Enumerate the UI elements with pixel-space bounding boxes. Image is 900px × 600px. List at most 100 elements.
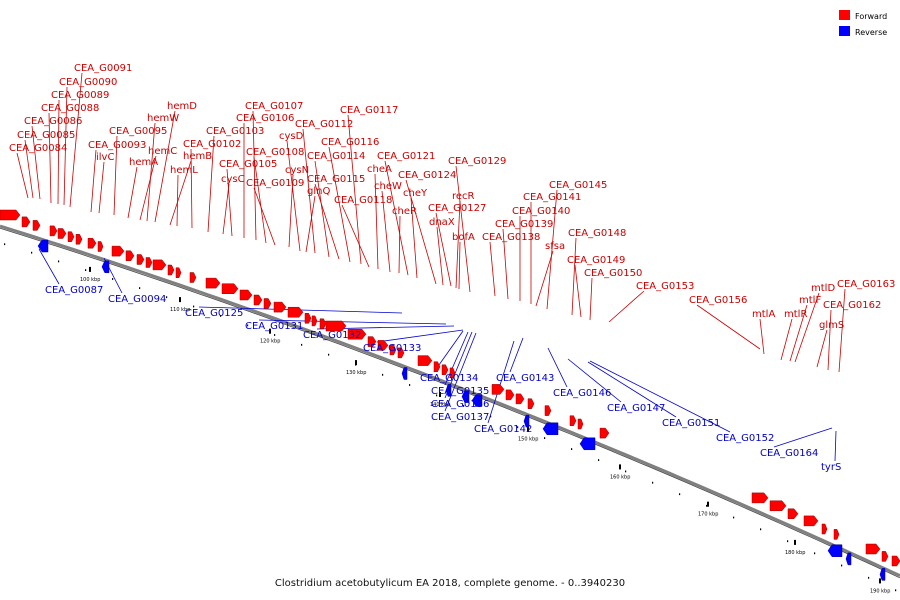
gene-label-hemw: hemW	[147, 113, 179, 124]
forward-gene-arrow	[787, 508, 799, 520]
gene-label-cea-g0139: CEA_G0139	[495, 219, 553, 230]
gene-label-cea-g0153: CEA_G0153	[636, 281, 694, 292]
gene-label-cea-g0089: CEA_G0089	[51, 90, 109, 101]
reverse-gene-arrow	[471, 394, 483, 407]
minor-tick	[247, 324, 249, 327]
forward-gene-arrow	[821, 523, 828, 535]
gene-label-cea-g0163: CEA_G0163	[837, 279, 895, 290]
leader-line	[780, 318, 793, 361]
gene-label-cea-g0085: CEA_G0085	[17, 130, 75, 141]
tick-label: 110 kbp	[170, 307, 190, 313]
gene-label-chea: cheA	[367, 164, 392, 175]
forward-gene-arrow	[515, 393, 525, 405]
gene-label-cea-g0088: CEA_G0088	[41, 103, 99, 114]
gene-label-cea-g0118: CEA_G0118	[334, 195, 392, 206]
gene-label-cea-g0150: CEA_G0150	[584, 268, 642, 279]
gene-label-cea-g0140: CEA_G0140	[512, 206, 570, 217]
minor-tick	[652, 481, 654, 484]
gene-label-cea-g0131: CEA_G0131	[245, 321, 303, 332]
leader-line	[444, 331, 469, 386]
minor-tick	[274, 334, 276, 336]
leader-line	[226, 168, 233, 237]
forward-gene-arrow	[304, 313, 312, 324]
minor-tick	[706, 504, 708, 507]
forward-gene-arrow	[769, 500, 787, 512]
leader-line	[31, 125, 41, 200]
gene-label-cea-g0125: CEA_G0125	[185, 308, 243, 319]
leader-line	[405, 179, 437, 285]
gene-label-cea-g0149: CEA_G0149	[567, 255, 625, 266]
forward-gene-arrow	[57, 228, 67, 239]
gene-label-cea-g0137: CEA_G0137	[431, 412, 489, 423]
tick-label: 190 kbp	[870, 588, 890, 594]
forward-gene-arrow	[239, 289, 253, 301]
leader-line	[90, 149, 97, 213]
minor-tick	[625, 470, 627, 473]
leader-line	[113, 135, 118, 216]
minor-tick	[328, 353, 330, 356]
leader-line	[374, 173, 379, 270]
reverse-gene-arrow	[461, 390, 470, 403]
tick-mark	[707, 501, 709, 507]
leader-line	[127, 166, 138, 219]
forward-gene-arrow	[111, 245, 125, 257]
forward-gene-arrow	[377, 340, 389, 351]
leader-line	[302, 128, 316, 254]
gene-label-cea-g0105: CEA_G0105	[219, 159, 277, 170]
forward-gene-arrow	[67, 231, 75, 242]
minor-tick	[139, 287, 141, 289]
gene-label-cysd: cysD	[279, 131, 304, 142]
leader-line	[789, 304, 808, 362]
leader-line	[384, 160, 409, 276]
leader-line	[222, 183, 230, 235]
gene-label-cea-g0147: CEA_G0147	[607, 403, 665, 414]
forward-gene-arrow	[803, 515, 819, 527]
leader-line	[458, 241, 461, 290]
gene-label-cea-g0133: CEA_G0133	[363, 343, 421, 354]
forward-gene-arrow	[205, 277, 221, 289]
leader-line	[567, 358, 622, 403]
tick-label: 160 kbp	[610, 474, 630, 480]
leader-line	[253, 156, 267, 244]
gene-label-sfsa: sfsa	[545, 241, 565, 252]
forward-gene-arrow	[32, 220, 41, 231]
minor-tick	[598, 459, 600, 461]
legend-reverse-label: Reverse	[855, 28, 887, 37]
minor-tick	[868, 576, 870, 579]
tick-label: 150 kbp	[518, 437, 538, 443]
gene-label-mtla: mtlA	[752, 309, 775, 320]
gene-label-cea-g0164: CEA_G0164	[760, 448, 818, 459]
forward-gene-arrow	[273, 301, 287, 313]
reverse-gene-arrow	[101, 260, 110, 274]
leader-line	[574, 264, 582, 318]
leader-line	[16, 152, 29, 199]
label-leaders	[16, 72, 846, 462]
minor-tick	[4, 243, 6, 246]
leader-line	[98, 161, 105, 214]
forward-gene-arrow	[136, 254, 145, 265]
leader-line	[38, 248, 60, 285]
gene-label-bofa: bofA	[452, 232, 475, 243]
minor-tick	[544, 437, 546, 439]
forward-gene-arrow	[125, 250, 135, 262]
tick-mark	[439, 392, 441, 397]
tick-label: 120 kbp	[260, 339, 280, 345]
leader-line	[139, 155, 157, 221]
forward-gene-arrow	[881, 551, 889, 562]
minor-tick	[31, 251, 33, 254]
leader-line	[176, 174, 179, 227]
gene-label-cea-g0106: CEA_G0106	[236, 113, 294, 124]
forward-gene-arrow	[0, 209, 21, 221]
reverse-gene-arrow	[523, 414, 530, 428]
minor-tick	[220, 315, 222, 317]
reverse-gene-arrow	[845, 552, 852, 566]
leader-line	[376, 329, 464, 343]
minor-tick	[58, 260, 60, 263]
gene-label-cea-g0129: CEA_G0129	[448, 156, 506, 167]
leader-line	[444, 332, 477, 412]
gene-label-cea-g0116: CEA_G0116	[321, 137, 379, 148]
gene-label-mtlf: mtlF	[799, 295, 821, 306]
gene-label-cea-g0156: CEA_G0156	[689, 295, 747, 306]
gene-label-cea-g0112: CEA_G0112	[295, 119, 353, 130]
